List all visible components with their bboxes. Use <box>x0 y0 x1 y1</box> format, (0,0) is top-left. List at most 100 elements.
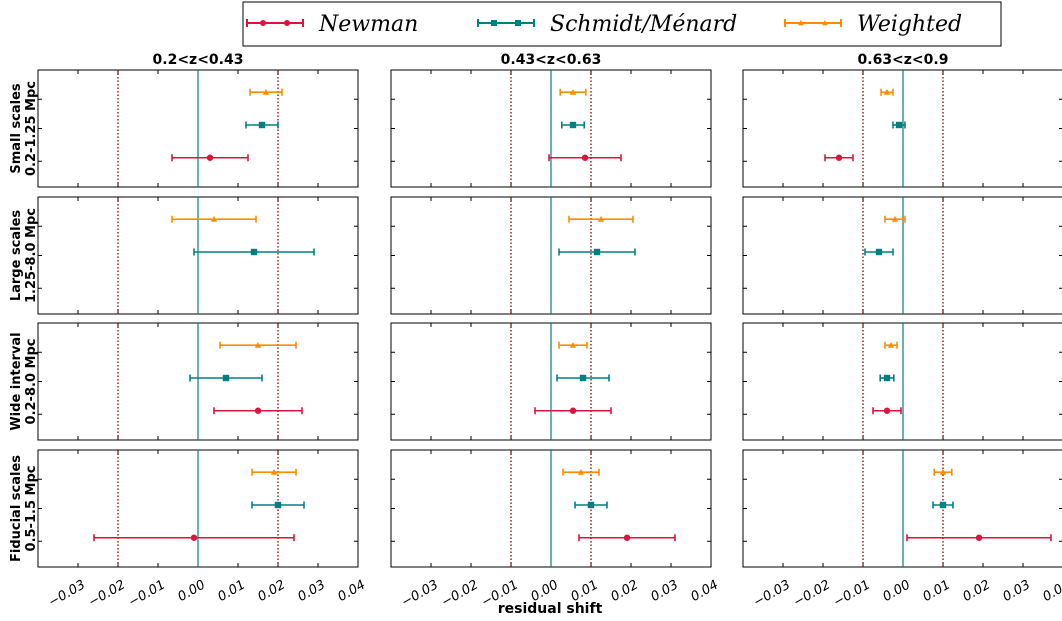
data-point <box>210 216 218 222</box>
row-sublabel-0: 0.2-1.25 Mpc <box>24 81 39 176</box>
panel-r3-c1 <box>390 449 712 568</box>
errorbar-newman <box>906 534 1052 542</box>
x-tick-label: 0.02 <box>608 577 641 604</box>
errorbar-schmidtmnard <box>879 374 895 382</box>
data-point <box>569 342 577 348</box>
errorbar-weighted <box>884 341 898 349</box>
errorbar-weighted <box>558 341 588 349</box>
x-tick-label: 0.01 <box>215 577 248 604</box>
row-label-1: Large scales <box>9 210 24 302</box>
x-tick-label: −0.02 <box>86 577 128 610</box>
legend-marker-2-b <box>822 20 828 26</box>
panel-r0-c1 <box>390 69 712 188</box>
panel-r1-c2 <box>742 196 1062 315</box>
row-label-3: Fiducial scales <box>9 455 24 562</box>
legend-label-2: Weighted <box>857 12 962 37</box>
legend-marker-2 <box>798 20 804 26</box>
panel-r2-c0 <box>37 322 359 441</box>
legend-marker-0-b <box>284 20 290 26</box>
errorbar-schmidtmnard <box>189 374 263 382</box>
data-point <box>939 501 947 509</box>
errorbar-newman <box>578 534 676 542</box>
row-label-0: Small scales <box>9 83 24 174</box>
row-sublabel-2: 0.2-8.0 Mpc <box>24 339 39 425</box>
column-title-0: 0.2<z<0.43 <box>153 52 244 68</box>
data-point <box>190 534 198 541</box>
data-point <box>587 501 595 509</box>
x-tick-label: −0.02 <box>791 577 833 610</box>
x-tick-label: −0.03 <box>399 577 441 610</box>
x-tick-label: −0.03 <box>751 577 793 610</box>
x-tick-label: 0.02 <box>255 577 288 604</box>
errorbar-schmidtmnard <box>245 121 279 129</box>
errorbar-newman <box>824 154 854 162</box>
panel-r2-c2 <box>742 322 1062 441</box>
data-point <box>581 154 589 161</box>
errorbar-schmidtmnard <box>932 501 954 509</box>
legend-label-0: Newman <box>318 12 418 37</box>
errorbar-newman <box>93 534 295 542</box>
x-axis-label: residual shift <box>498 601 603 617</box>
errorbar-weighted <box>880 88 894 96</box>
row-sublabel-1: 1.25-8.0 Mpc <box>24 208 39 303</box>
errorbar-weighted <box>568 215 634 223</box>
legend-entry-1: Schmidt/Ménard <box>477 12 737 37</box>
x-tick-label: 0.00 <box>175 577 208 604</box>
data-point <box>975 534 983 541</box>
legend-marker-0 <box>260 20 266 26</box>
panel-r1-c1 <box>390 196 712 315</box>
data-point <box>623 534 631 541</box>
data-point <box>250 248 258 256</box>
panel-r2-c1 <box>390 322 712 441</box>
legend-marker-1-b <box>515 20 521 26</box>
x-tick-label: 0.01 <box>920 577 953 604</box>
errorbar-weighted <box>559 88 587 96</box>
data-point <box>206 154 214 161</box>
errorbar-schmidtmnard <box>556 374 610 382</box>
legend-frame <box>242 1 1002 47</box>
errorbar-schmidtmnard <box>574 501 608 509</box>
panel-r3-c0 <box>37 449 359 568</box>
data-point <box>883 407 891 414</box>
panel-r0-c2 <box>742 69 1062 188</box>
data-point <box>891 216 899 222</box>
errorbar-newman <box>171 154 249 162</box>
errorbar-newman <box>534 407 612 415</box>
row-label-2: Wide interval <box>9 332 24 430</box>
data-point <box>597 216 605 222</box>
errorbar-schmidtmnard <box>558 248 636 256</box>
panel-r0-c0 <box>37 69 359 188</box>
x-tick-label: −0.03 <box>46 577 88 610</box>
column-title-1: 0.43<z<0.63 <box>501 52 602 68</box>
errorbar-weighted <box>249 88 283 96</box>
data-point <box>887 342 895 348</box>
data-point <box>254 407 262 414</box>
x-tick-label: 0.04 <box>335 577 368 604</box>
legend-marker-1 <box>491 20 497 26</box>
panel-grid: 0.2<z<0.43−0.03−0.02−0.01 0.00 0.01 0.02 0.0… <box>9 52 1062 610</box>
errorbar-schmidtmnard <box>193 248 315 256</box>
data-point <box>579 374 587 382</box>
x-tick-label: −0.02 <box>439 577 481 610</box>
data-point <box>883 89 891 95</box>
errorbar-weighted <box>562 468 600 476</box>
x-tick-label: 0.04 <box>688 577 721 604</box>
errorbar-schmidtmnard <box>892 121 906 129</box>
data-point <box>262 89 270 95</box>
data-point <box>222 374 230 382</box>
panel-r1-c0 <box>37 196 359 315</box>
legend-entry-2: Weighted <box>784 12 962 37</box>
data-point <box>593 248 601 256</box>
data-point <box>577 469 585 475</box>
legend-entry-0: Newman <box>246 12 418 37</box>
errorbar-weighted <box>933 468 953 476</box>
legend: Newman Schmidt/Ménard Weighted <box>242 1 1002 47</box>
errorbar-schmidtmnard <box>864 248 894 256</box>
x-tick-label: 0.04 <box>1040 577 1062 604</box>
column-title-2: 0.63<z<0.9 <box>858 52 949 68</box>
x-tick-label: −0.01 <box>831 577 873 610</box>
errorbar-weighted <box>884 215 906 223</box>
data-point <box>258 121 266 129</box>
data-point <box>254 342 262 348</box>
